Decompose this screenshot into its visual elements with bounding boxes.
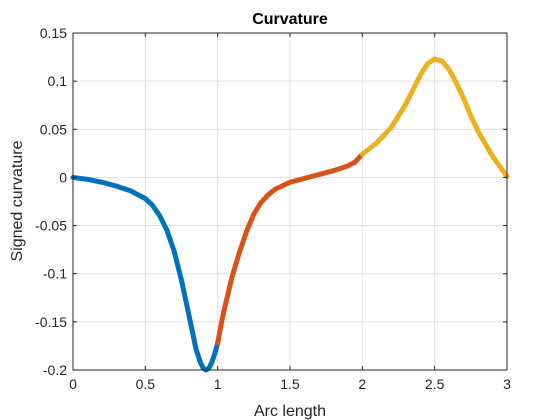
x-tick-label: 0.5	[136, 376, 156, 392]
y-tick-label: 0.15	[40, 25, 67, 41]
x-tick-label: 1.5	[280, 376, 300, 392]
x-tick-label: 2.5	[425, 376, 445, 392]
x-tick-label: 0	[69, 376, 77, 392]
x-tick-label: 2	[358, 376, 366, 392]
x-tick-label: 1	[214, 376, 222, 392]
y-tick-label: -0.2	[43, 362, 67, 378]
y-tick-label: -0.15	[35, 314, 67, 330]
y-tick-label: 0.1	[48, 73, 68, 89]
chart-title: Curvature	[252, 11, 328, 28]
y-tick-label: -0.05	[35, 218, 67, 234]
y-axis-label: Signed curvature	[9, 140, 26, 261]
x-axis-label: Arc length	[254, 403, 326, 420]
x-tick-label: 3	[503, 376, 511, 392]
y-tick-label: -0.1	[43, 266, 67, 282]
y-tick-label: 0.05	[40, 121, 67, 137]
y-tick-label: 0	[59, 169, 67, 185]
